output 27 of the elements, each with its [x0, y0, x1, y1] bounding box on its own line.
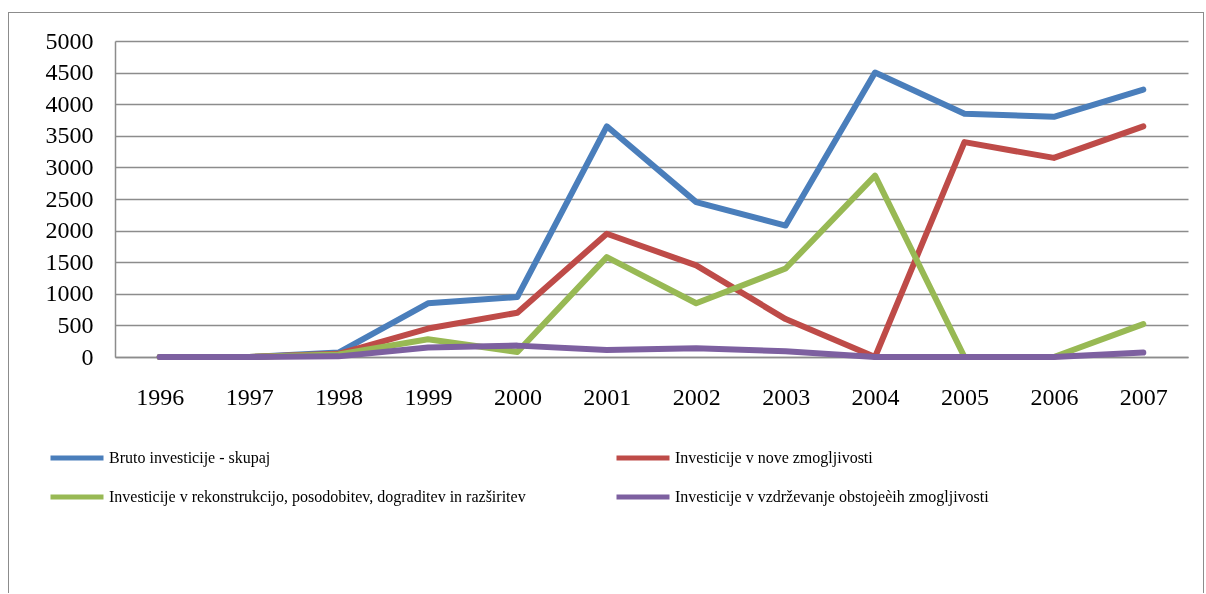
y-tick-label: 2500: [45, 185, 94, 212]
x-tick-label: 1996: [136, 383, 185, 410]
y-tick-label: 4000: [45, 90, 94, 117]
legend-label: Investicije v rekonstrukcijo, posodobitev, dograditev in razširitev: [109, 488, 526, 506]
x-tick-label: 2000: [493, 383, 542, 410]
x-tick-label: 2004: [851, 383, 900, 410]
y-tick-label: 4500: [45, 59, 94, 86]
x-tick-label: 2006: [1030, 383, 1079, 410]
y-tick-label: 500: [57, 311, 94, 338]
y-tick-label: 1500: [45, 248, 94, 275]
x-tick-label: 1997: [225, 383, 274, 410]
legend-label: Investicije v nove zmogljivosti: [675, 449, 874, 467]
legend-label: Bruto investicije - skupaj: [109, 449, 271, 467]
x-tick-label: 1999: [404, 383, 453, 410]
x-tick-label: 2002: [672, 383, 721, 410]
x-tick-label: 2007: [1119, 383, 1168, 410]
x-tick-label: 2003: [762, 383, 811, 410]
y-tick-label: 0: [81, 343, 94, 370]
legend-label: Investicije v vzdrževanje obstojeèih zmogljivosti: [675, 488, 990, 506]
y-tick-label: 1000: [45, 280, 94, 307]
x-tick-label: 1998: [315, 383, 364, 410]
x-tick-label: 2005: [940, 383, 989, 410]
y-tick-label: 3000: [45, 153, 94, 180]
y-tick-label: 2000: [45, 217, 94, 244]
y-tick-label: 5000: [45, 27, 94, 54]
y-tick-label: 3500: [45, 122, 94, 149]
x-tick-label: 2001: [583, 383, 632, 410]
